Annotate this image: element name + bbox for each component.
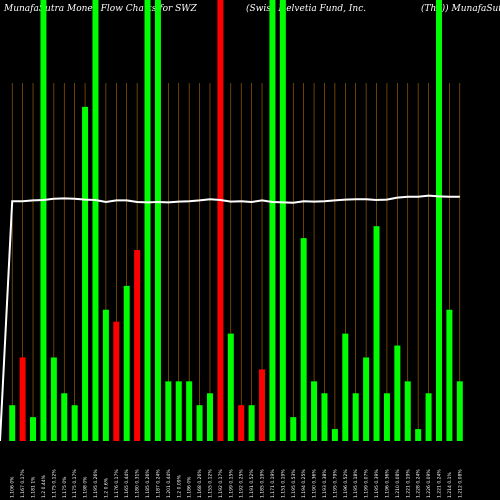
money-flow-bar bbox=[435, 0, 442, 441]
x-tick-label: 1.180 0.31% bbox=[135, 469, 141, 498]
x-tick-label: 1.155 0.12% bbox=[207, 469, 213, 498]
money-flow-bar bbox=[165, 381, 172, 441]
x-tick-label: 1.195 0.79% bbox=[332, 469, 338, 498]
money-flow-bar bbox=[154, 0, 161, 441]
x-tick-label: 1.226 0.09% bbox=[426, 469, 432, 498]
x-tick-label: 1.196 0.52% bbox=[343, 469, 349, 498]
x-tick-label: 1.181 1% bbox=[31, 476, 37, 498]
chart-title: MunafaSutra Money Flow Charts for SWZ bbox=[3, 4, 198, 14]
money-flow-bar bbox=[92, 0, 99, 441]
money-flow-bar bbox=[102, 309, 109, 441]
money-flow-bar bbox=[61, 393, 68, 441]
x-tick-label: 1.106 0% bbox=[10, 476, 16, 498]
money-flow-bar bbox=[217, 0, 224, 441]
x-tick-label: 1.168 0.26% bbox=[197, 469, 203, 498]
money-flow-bar bbox=[383, 393, 390, 441]
money-flow-bar bbox=[248, 405, 255, 441]
x-tick-label: 1.171 0.19% bbox=[270, 469, 276, 498]
money-flow-bar bbox=[30, 417, 37, 441]
x-tick-label: 1.194 0.25% bbox=[301, 469, 307, 498]
money-flow-bar bbox=[404, 381, 411, 441]
x-tick-label: 1.151 0.19% bbox=[280, 469, 286, 498]
x-tick-label: 1.193 0.38% bbox=[322, 469, 328, 498]
x-tick-label: 1.175 0.17% bbox=[72, 469, 78, 498]
x-tick-label: 1.221 0.24% bbox=[436, 469, 442, 498]
vertical-gridlines bbox=[11, 83, 461, 441]
x-tick-label: 1.212 0.08% bbox=[457, 469, 463, 498]
money-flow-bar bbox=[363, 357, 370, 441]
money-flow-bar bbox=[311, 381, 318, 441]
x-tick-label: 1.185 0.19% bbox=[260, 469, 266, 498]
money-flow-bar bbox=[238, 405, 245, 441]
money-flow-bar bbox=[227, 333, 234, 441]
money-flow-bar bbox=[290, 417, 297, 441]
money-flow-bar bbox=[113, 321, 120, 441]
x-tick-label: 1.2 0.44% bbox=[41, 474, 47, 498]
x-tick-label: 1.187 0.24% bbox=[155, 469, 161, 498]
x-tick-label: 1.214 0.1% bbox=[447, 472, 453, 498]
money-flow-bar bbox=[40, 0, 47, 441]
money-flow-bar bbox=[186, 381, 193, 441]
money-flow-bar bbox=[352, 393, 359, 441]
money-flow-bar bbox=[196, 405, 203, 441]
money-flow-bars bbox=[9, 0, 463, 441]
money-flow-bar bbox=[144, 0, 151, 441]
money-flow-bar bbox=[269, 0, 276, 441]
x-tick-label: 1.175 0.12% bbox=[51, 469, 57, 498]
x-tick-label: 1.167 0.17% bbox=[20, 469, 26, 498]
money-flow-bar bbox=[456, 381, 463, 441]
x-tick-label: 1.176 0.17% bbox=[114, 469, 120, 498]
money-flow-bar bbox=[134, 250, 141, 441]
money-flow-bar bbox=[9, 405, 16, 441]
money-flow-bar bbox=[206, 393, 213, 441]
money-flow-bar bbox=[19, 357, 26, 441]
chart-site: (The)) MunafaSutra.com bbox=[421, 3, 500, 14]
x-tick-label: 1.199 0.07% bbox=[364, 469, 370, 498]
x-tick-label: 1.198 0% bbox=[83, 476, 89, 498]
x-tick-label: 1.192 0.25% bbox=[239, 469, 245, 498]
x-tick-label: 1.191 0.52% bbox=[249, 469, 255, 498]
money-flow-bar bbox=[373, 226, 380, 441]
money-flow-bar bbox=[300, 238, 307, 441]
x-axis-tick-labels: 1.106 0% 1.167 0.17% 1.181 1% 1.2 0.44% 1.17… bbox=[10, 469, 464, 498]
money-flow-bar bbox=[321, 393, 328, 441]
x-tick-label: 1.210 0.08% bbox=[395, 469, 401, 498]
money-flow-bar bbox=[342, 333, 349, 441]
x-tick-label: 1.195 0.39% bbox=[374, 469, 380, 498]
money-flow-bar bbox=[50, 357, 57, 441]
x-tick-label: 1.221 0.19% bbox=[405, 469, 411, 498]
x-tick-label: 1.175 0% bbox=[62, 476, 68, 498]
money-flow-bar bbox=[425, 393, 432, 441]
x-tick-label: 1.195 0.53% bbox=[291, 469, 297, 498]
x-tick-label: 1.195 0.18% bbox=[353, 469, 359, 498]
x-tick-label: 1.2 0.09% bbox=[176, 474, 182, 498]
x-tick-label: 1.195 0.26% bbox=[93, 469, 99, 498]
x-tick-label: 1.228 0.24% bbox=[416, 469, 422, 498]
chart-company: (Swiss Helvetia Fund, Inc. bbox=[246, 3, 366, 14]
x-tick-label: 1.192 0.17% bbox=[218, 469, 224, 498]
money-flow-bar bbox=[175, 381, 182, 441]
money-flow-bar bbox=[394, 345, 401, 441]
x-tick-label: 1.185 0.26% bbox=[145, 469, 151, 498]
money-flow-bar bbox=[415, 429, 422, 441]
money-flow-bar bbox=[446, 309, 453, 441]
x-tick-label: 1.165 0.44% bbox=[124, 469, 130, 498]
x-tick-label: 1.196 0.36% bbox=[384, 469, 390, 498]
x-tick-label: 1.186 0% bbox=[187, 476, 193, 498]
x-tick-label: 1.2 0.6% bbox=[103, 477, 109, 498]
money-flow-bar bbox=[71, 405, 78, 441]
x-tick-label: 1.201 0.44% bbox=[166, 469, 172, 498]
price-line bbox=[0, 194, 460, 442]
x-tick-label: 1.199 0.15% bbox=[228, 469, 234, 498]
money-flow-bar bbox=[123, 285, 130, 441]
money-flow-bar bbox=[82, 106, 89, 441]
money-flow-bar bbox=[331, 429, 338, 441]
x-tick-label: 1.190 0.36% bbox=[312, 469, 318, 498]
money-flow-bar bbox=[279, 0, 286, 441]
money-flow-bar bbox=[259, 369, 266, 441]
